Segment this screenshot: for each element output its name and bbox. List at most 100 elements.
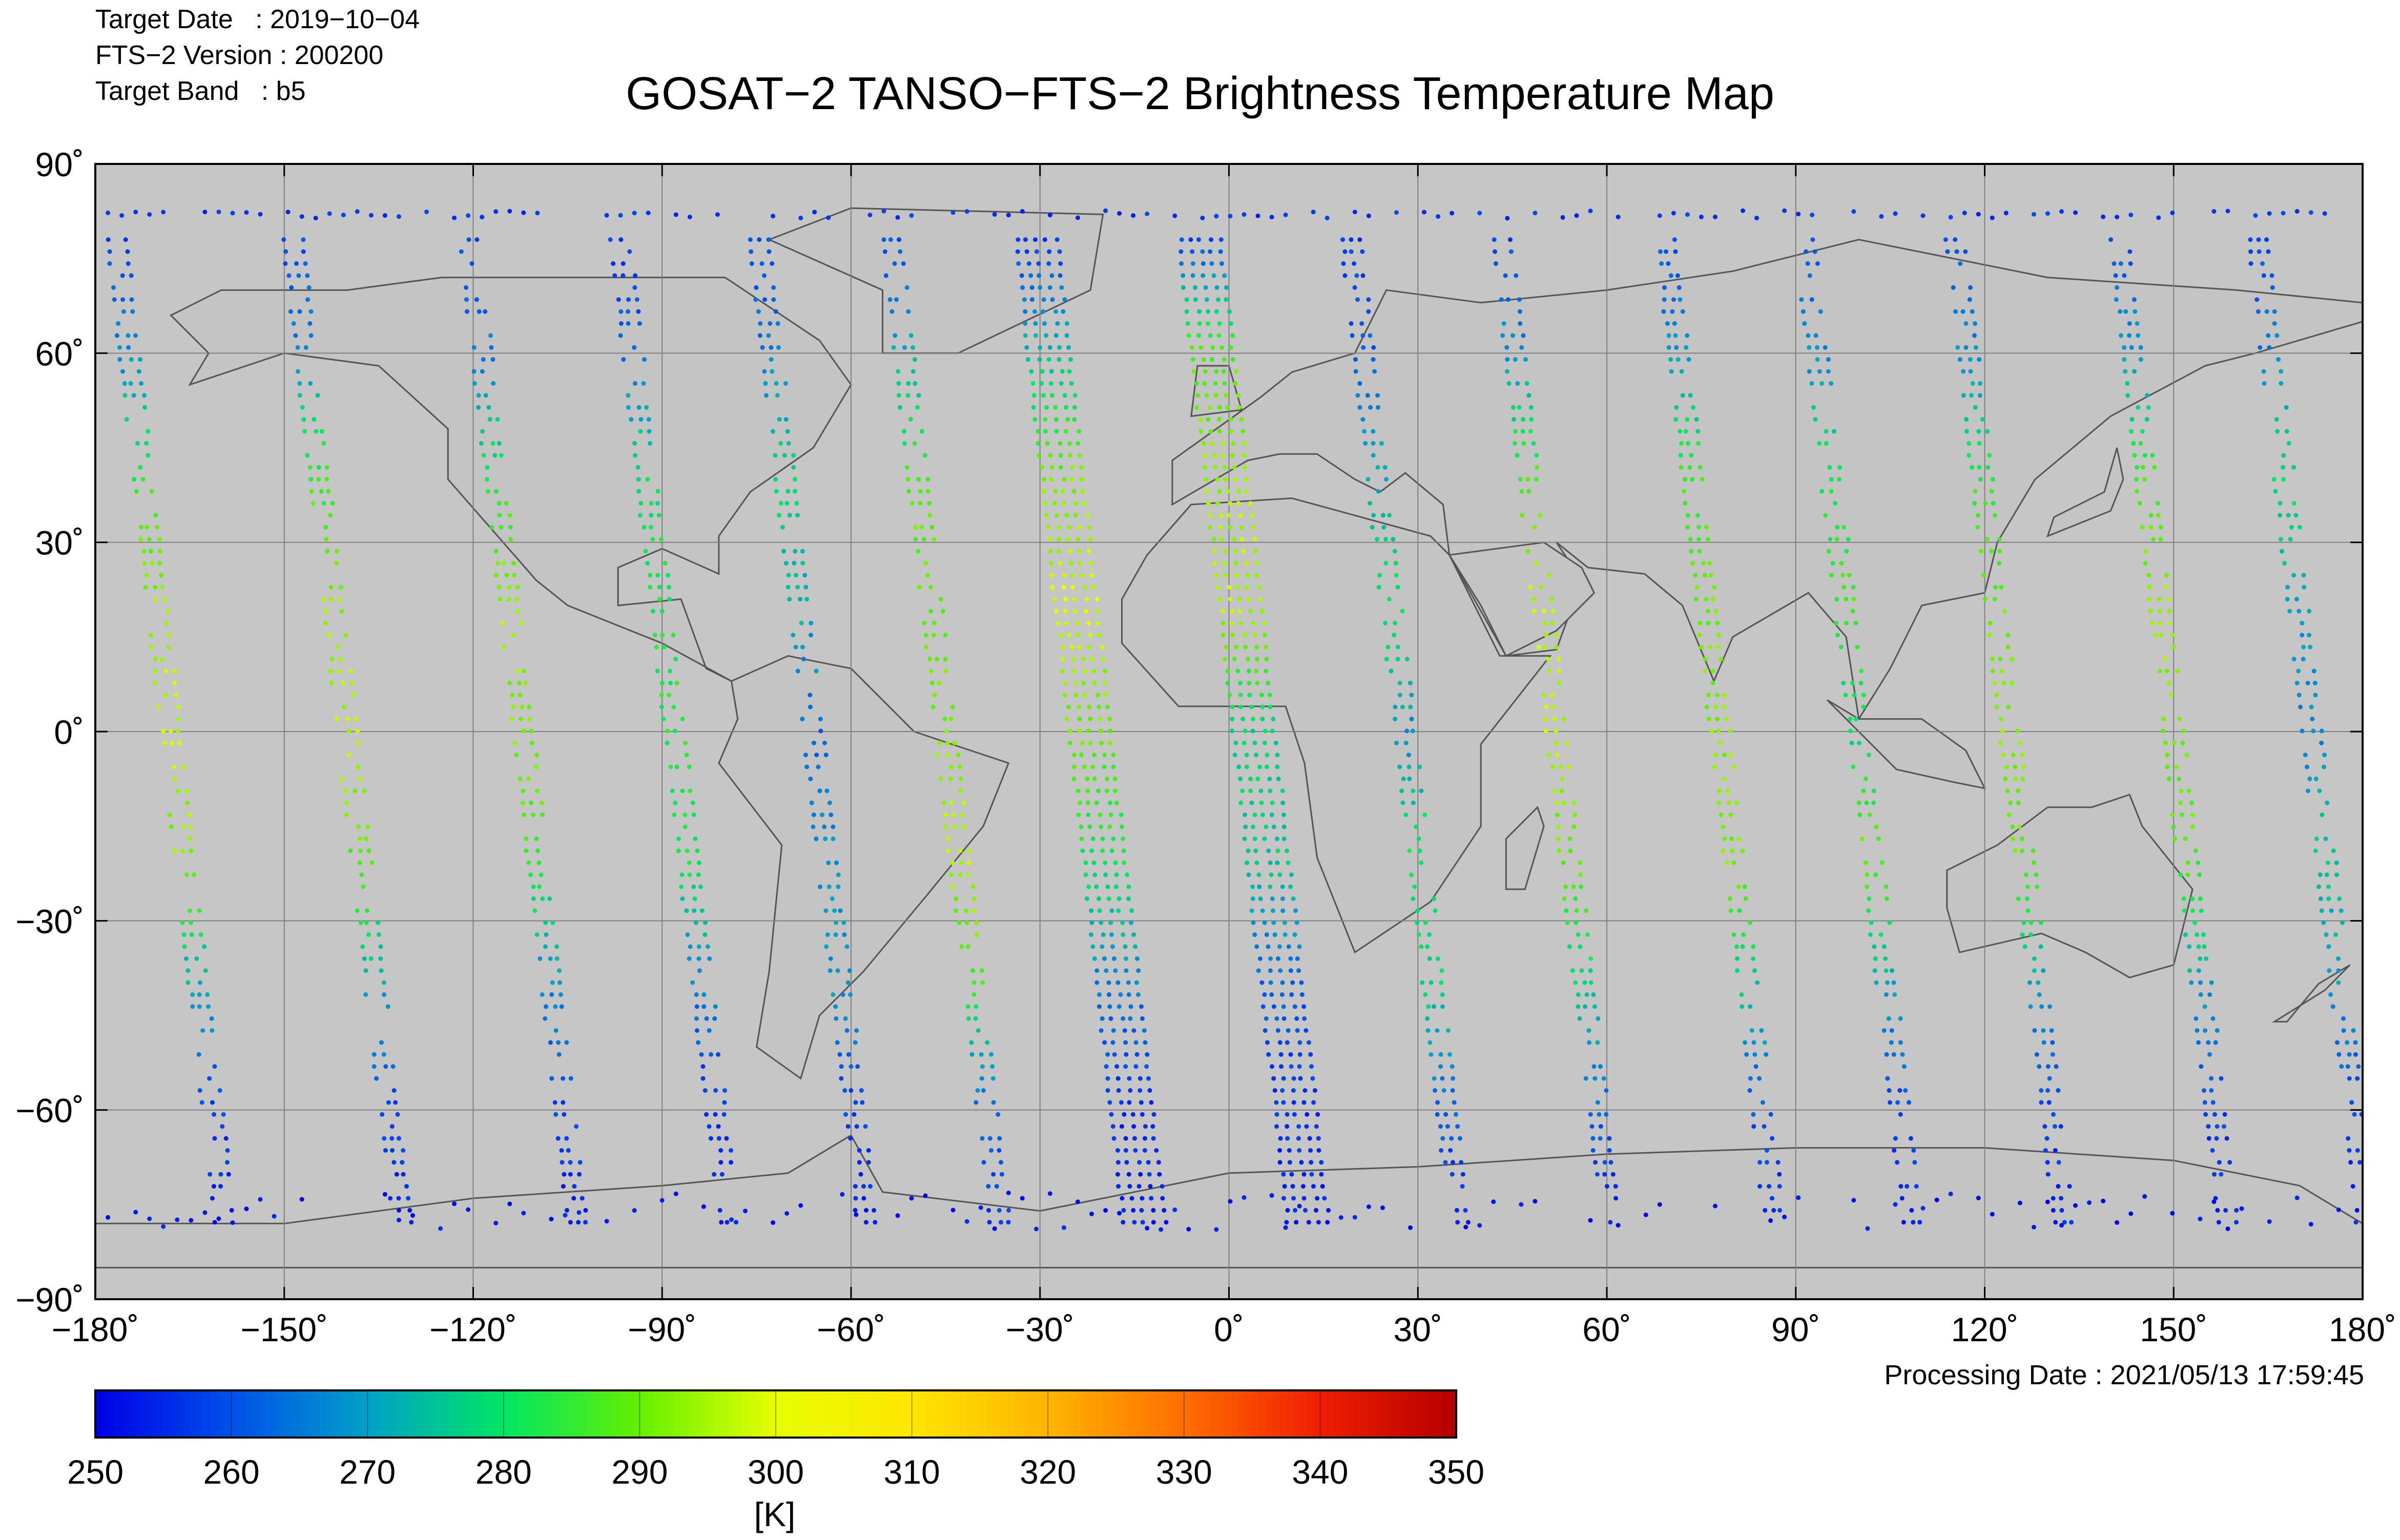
- observation-point: [827, 800, 832, 805]
- observation-point: [1271, 920, 1276, 925]
- observation-point: [949, 716, 954, 721]
- observation-point: [374, 1076, 379, 1081]
- observation-point: [697, 968, 702, 973]
- observation-point: [1565, 920, 1570, 925]
- observation-point: [1232, 465, 1237, 470]
- observation-point: [1135, 956, 1140, 961]
- observation-point: [785, 429, 790, 434]
- observation-point: [1058, 560, 1063, 566]
- observation-point: [817, 788, 822, 794]
- observation-point: [1826, 549, 1831, 554]
- observation-point: [1112, 1052, 1117, 1057]
- observation-point: [1972, 333, 1977, 338]
- observation-point: [1563, 884, 1568, 889]
- observation-point: [935, 753, 940, 758]
- observation-point: [1238, 776, 1243, 781]
- observation-point: [882, 249, 887, 254]
- observation-point: [1550, 620, 1555, 626]
- observation-point: [1975, 525, 1980, 530]
- observation-point: [632, 441, 637, 446]
- observation-point: [1243, 813, 1248, 817]
- observation-point: [2045, 1064, 2051, 1069]
- observation-point: [1997, 537, 2002, 542]
- observation-point: [1043, 429, 1048, 434]
- observation-point: [491, 381, 496, 386]
- observation-point: [2196, 860, 2201, 865]
- observation-point: [1099, 1028, 1104, 1033]
- observation-point: [2016, 896, 2021, 901]
- observation-point: [1296, 1124, 1301, 1129]
- observation-point: [397, 1218, 401, 1222]
- observation-point: [1277, 1040, 1282, 1045]
- observation-point: [1541, 609, 1546, 614]
- observation-point: [2196, 968, 2201, 973]
- observation-point: [782, 453, 787, 458]
- colorbar-segment: [367, 1390, 375, 1438]
- observation-point: [355, 209, 360, 214]
- observation-point: [989, 1052, 994, 1057]
- observation-point: [1856, 800, 1861, 805]
- observation-point: [1855, 644, 1860, 650]
- observation-point: [1517, 309, 1522, 314]
- observation-point: [1255, 776, 1260, 781]
- observation-point: [1078, 729, 1083, 734]
- observation-point: [1307, 1136, 1312, 1141]
- observation-point: [798, 216, 803, 220]
- observation-point: [1250, 729, 1255, 734]
- observation-point: [563, 1213, 568, 1218]
- observation-point: [507, 1201, 512, 1206]
- x-tick-label: 120˚: [1951, 1310, 2018, 1348]
- observation-point: [722, 1088, 727, 1093]
- observation-point: [1349, 237, 1354, 242]
- colorbar-segment: [1170, 1390, 1178, 1438]
- colorbar-segment: [1388, 1390, 1396, 1438]
- observation-point: [1443, 1160, 1448, 1165]
- observation-point: [2254, 297, 2260, 302]
- observation-point: [1111, 764, 1116, 769]
- observation-point: [1049, 273, 1054, 278]
- observation-point: [1889, 1040, 1894, 1045]
- observation-point: [2143, 560, 2148, 566]
- observation-point: [466, 237, 471, 242]
- observation-point: [149, 644, 154, 650]
- observation-point: [1400, 609, 1405, 614]
- observation-point: [1683, 477, 1687, 482]
- observation-point: [157, 537, 162, 542]
- observation-point: [1219, 261, 1224, 266]
- observation-point: [1357, 237, 1362, 242]
- observation-point: [1209, 237, 1214, 242]
- observation-point: [826, 860, 831, 865]
- observation-point: [814, 753, 819, 758]
- observation-point: [1280, 896, 1285, 901]
- observation-point: [389, 1124, 395, 1129]
- observation-point: [1976, 212, 1981, 217]
- observation-point: [1513, 357, 1518, 362]
- observation-point: [1352, 1215, 1357, 1220]
- observation-point: [509, 716, 514, 721]
- observation-point: [729, 1148, 733, 1153]
- observation-point: [1193, 297, 1198, 302]
- observation-point: [925, 573, 930, 578]
- observation-point: [990, 1076, 996, 1081]
- observation-point: [1534, 560, 1539, 566]
- observation-point: [2215, 1208, 2220, 1213]
- observation-point: [1116, 1184, 1121, 1189]
- colorbar-segment: [415, 1390, 423, 1438]
- observation-point: [492, 453, 498, 458]
- observation-point: [1094, 800, 1099, 805]
- observation-point: [1071, 656, 1076, 661]
- observation-point: [1202, 381, 1207, 386]
- observation-point: [1419, 944, 1424, 949]
- observation-point: [281, 237, 286, 242]
- observation-point: [1815, 357, 1820, 362]
- x-tick-label: −60˚: [817, 1310, 885, 1348]
- observation-point: [659, 1198, 665, 1203]
- observation-point: [1532, 609, 1537, 614]
- observation-point: [2309, 704, 2314, 710]
- observation-point: [1063, 680, 1068, 685]
- observation-point: [299, 214, 304, 219]
- observation-point: [2194, 1016, 2199, 1021]
- observation-point: [1156, 1160, 1161, 1165]
- observation-point: [1556, 656, 1561, 661]
- observation-point: [1214, 393, 1218, 398]
